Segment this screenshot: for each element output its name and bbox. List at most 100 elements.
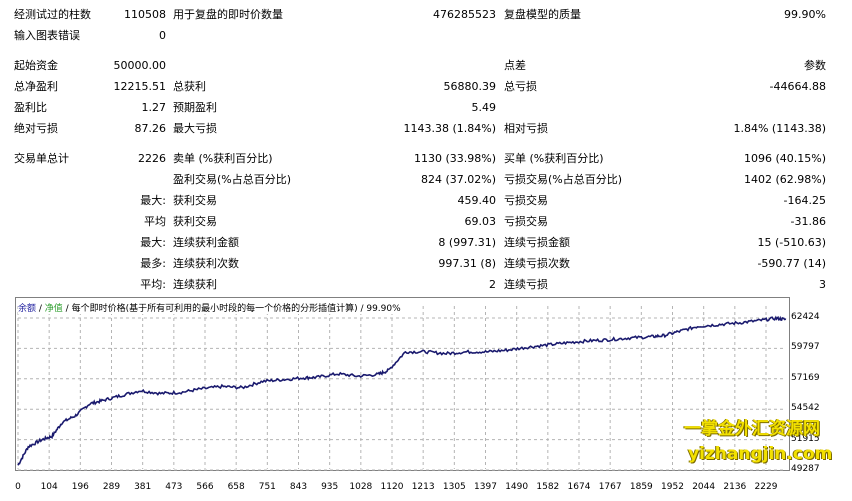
y-tick-label: 62424: [791, 312, 820, 322]
x-tick-label: 2136: [723, 482, 747, 492]
x-tick-label: 196: [71, 482, 89, 492]
x-tick-label: 843: [289, 482, 308, 492]
x-tick-label: 1767: [598, 482, 622, 492]
x-tick-label: 473: [165, 482, 183, 492]
stat-value: -164.25: [783, 194, 826, 207]
x-tick-label: 1397: [474, 482, 497, 492]
stat-label: 用于复盘的即时价数量: [173, 8, 283, 21]
stat-value: 1402 (62.98%): [743, 173, 826, 186]
stat-label: 连续获利次数: [173, 257, 239, 270]
legend-separator: /: [357, 304, 367, 314]
x-tick-label: 1028: [349, 482, 373, 492]
watermark-title: 一掌金外汇资源网: [684, 419, 820, 439]
stat-label: 连续亏损金额: [504, 236, 570, 249]
legend-balance: 余额: [18, 304, 37, 314]
stat-label: 获利交易: [173, 215, 217, 228]
stat-value: 459.40: [457, 194, 497, 207]
stat-label: 预期盈利: [173, 101, 217, 114]
stat-prefix: 平均: [144, 215, 166, 228]
stat-value: 50000.00: [113, 59, 167, 72]
stat-prefix: 最大:: [140, 194, 166, 207]
balance-chart: [15, 297, 790, 471]
y-tick-label: 49287: [791, 464, 820, 474]
stat-label: 买单 (%获利百分比): [504, 152, 604, 165]
y-tick-label: 57169: [791, 372, 820, 383]
balance-series-line: [17, 315, 787, 466]
legend-separator: /: [36, 304, 45, 314]
chart-description: 每个即时价格(基于所有可利用的最小时段的每一个价格的分形插值计算): [71, 304, 358, 314]
stat-value: 476285523: [433, 8, 496, 21]
stat-value: 5.49: [471, 101, 497, 114]
x-tick-label: 2044: [692, 482, 716, 492]
stat-label: 连续获利金额: [173, 236, 239, 249]
chart-header: 余额 / 净值 / 每个即时价格(基于所有可利用的最小时段的每一个价格的分形插值…: [18, 301, 401, 314]
x-tick-label: 1582: [536, 482, 560, 492]
stat-value: 99.90%: [784, 8, 826, 21]
stat-value: 12215.51: [113, 80, 167, 93]
x-tick-label: 1859: [629, 482, 653, 492]
stat-label: 亏损交易: [504, 215, 548, 228]
stat-value: 1.27: [141, 101, 167, 114]
stat-value: 2: [489, 278, 496, 291]
modeling-quality: 99.90%: [366, 304, 401, 314]
stat-label: 点差: [504, 59, 526, 72]
x-tick-label: 751: [258, 482, 276, 492]
legend-separator: /: [62, 304, 72, 314]
stat-value: 997.31 (8): [438, 257, 496, 270]
x-tick-label: 1305: [442, 482, 466, 492]
stat-label: 亏损交易(%占总百分比): [504, 173, 623, 186]
stat-label: 连续亏损: [504, 278, 548, 291]
x-tick-label: 566: [196, 482, 214, 492]
x-tick-label: 1213: [411, 482, 435, 492]
x-tick-label: 289: [102, 482, 121, 492]
stat-value: 56880.39: [443, 80, 497, 93]
stat-value: 3: [819, 278, 826, 291]
legend-equity: 净值: [44, 304, 63, 314]
x-tick-label: 1490: [505, 482, 529, 492]
x-tick-label: 381: [134, 482, 152, 492]
stat-prefix: 最多:: [140, 257, 166, 270]
stat-value: -44664.88: [769, 80, 826, 93]
stat-label: 连续亏损次数: [504, 257, 570, 270]
x-tick-label: 935: [321, 482, 339, 492]
stat-label: 相对亏损: [504, 122, 548, 135]
stat-label: 绝对亏损: [14, 122, 58, 135]
stat-value: 8 (997.31): [438, 236, 496, 249]
stat-label: 起始资金: [14, 59, 58, 72]
stat-value: -590.77 (14): [757, 257, 826, 270]
stat-value: 1096 (40.15%): [743, 152, 826, 165]
y-tick-label: 51915: [791, 433, 820, 444]
stat-label: 卖单 (%获利百分比): [173, 152, 273, 165]
stat-label: 盈利交易(%占总百分比): [173, 173, 292, 186]
watermark-url: yizhangjin.com: [688, 444, 833, 464]
y-tick-label: 59797: [791, 342, 820, 353]
y-tick-label: 54542: [791, 403, 820, 414]
x-tick-label: 1674: [567, 482, 591, 492]
stat-value: 15 (-510.63): [757, 236, 826, 249]
stat-value: 2226: [138, 152, 166, 165]
stat-label: 最大亏损: [173, 122, 217, 135]
stat-label: 交易单总计: [14, 152, 69, 165]
x-tick-label: 1952: [661, 482, 684, 492]
stat-value: 1.84% (1143.38): [733, 122, 826, 135]
x-tick-label: 658: [227, 482, 245, 492]
stat-value: 87.26: [134, 122, 167, 135]
stat-prefix: 最大:: [140, 236, 166, 249]
stat-label: 总亏损: [504, 80, 537, 93]
stat-label: 复盘模型的质量: [504, 8, 581, 21]
stat-value: 1130 (33.98%): [413, 152, 496, 165]
x-tick-label: 0: [15, 482, 21, 492]
stat-value: 1143.38 (1.84%): [403, 122, 496, 135]
x-tick-label: 1120: [380, 482, 404, 492]
stat-value: 0: [159, 29, 166, 42]
stat-label: 总净盈利: [14, 80, 58, 93]
stat-value: 参数: [804, 59, 826, 72]
stat-label: 经测试过的柱数: [14, 8, 91, 21]
stat-value: 824 (37.02%): [420, 173, 496, 186]
stat-label: 盈利比: [14, 101, 47, 114]
stat-label: 获利交易: [173, 194, 217, 207]
stat-label: 总获利: [173, 80, 206, 93]
x-tick-label: 2229: [754, 482, 778, 492]
stat-label: 输入图表错误: [14, 29, 80, 42]
